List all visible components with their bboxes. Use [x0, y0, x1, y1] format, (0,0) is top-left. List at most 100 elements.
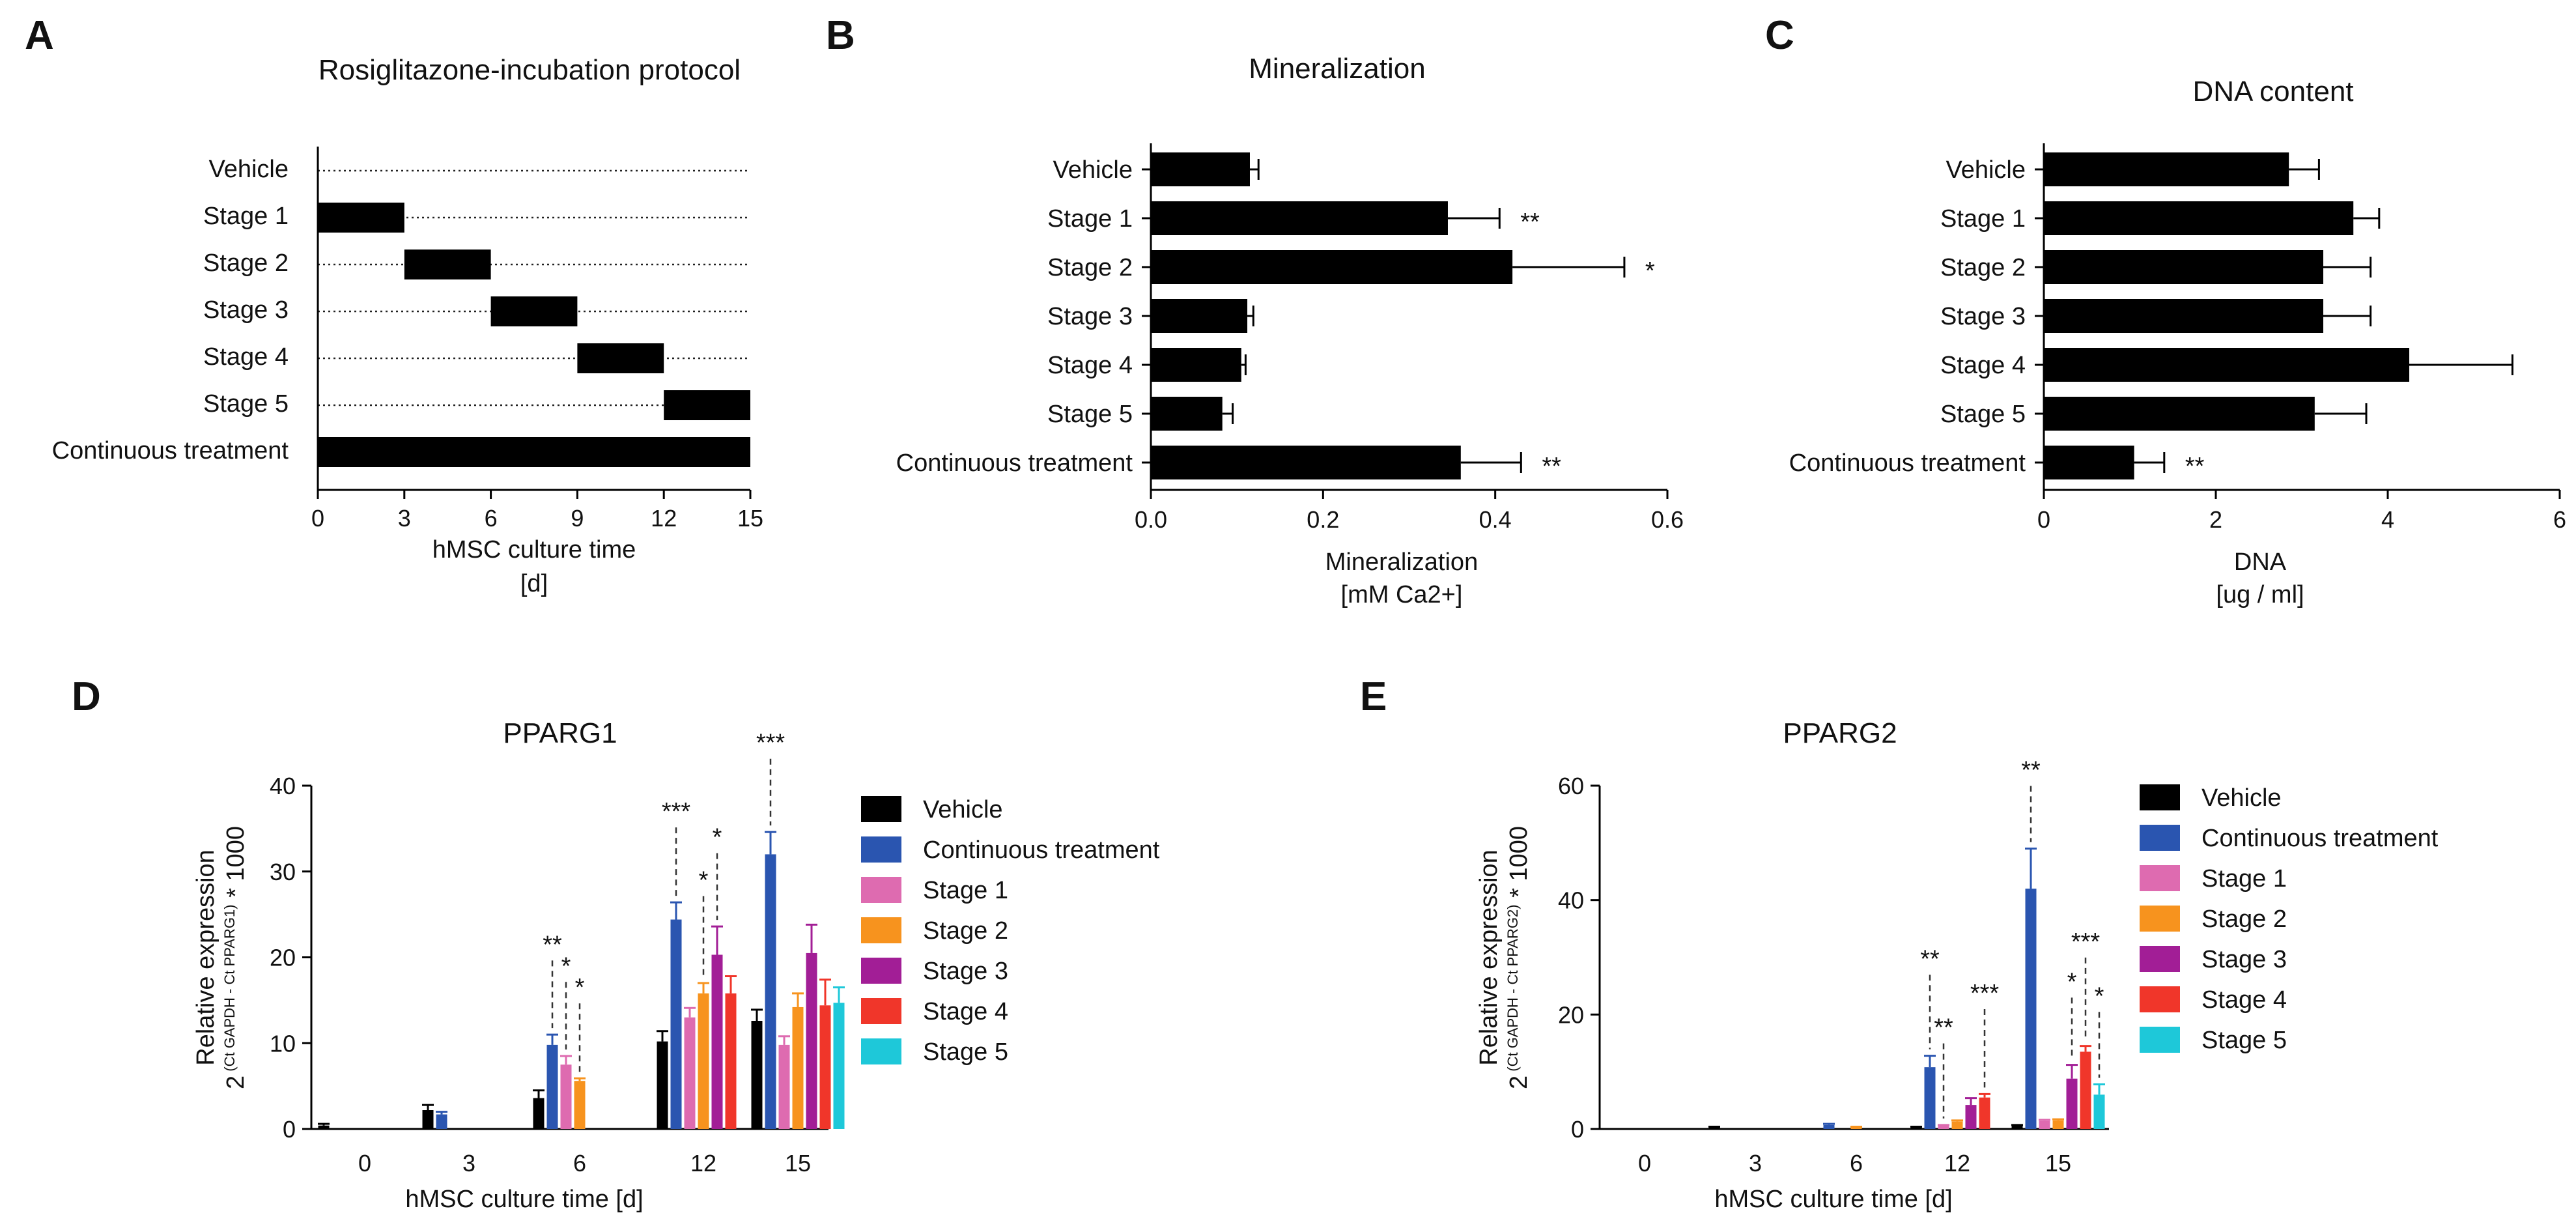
bar-stage-3 — [2044, 299, 2323, 333]
bar-stage-1-6 — [560, 1064, 572, 1129]
bar-continuous-treatment — [2044, 446, 2134, 479]
bar-stage-2 — [1151, 250, 1513, 284]
category-label-stage-2: Stage 2 — [1940, 254, 2026, 281]
significance-mark: ** — [543, 931, 562, 958]
x-axis-label: hMSC culture time [d] — [1714, 1186, 1952, 1213]
x-tick-label-6: 6 — [573, 1150, 586, 1177]
legend-swatch-stage-2 — [2140, 906, 2180, 932]
x-tick-label: 3 — [398, 505, 411, 532]
legend-label-continuous-treatment: Continuous treatment — [2201, 825, 2439, 852]
bar-stage-1-15 — [2039, 1121, 2050, 1129]
significance-mark: ** — [1934, 1014, 1953, 1042]
category-label-continuous-treatment: Continuous treatment — [1789, 450, 2026, 477]
significance-mark: *** — [662, 798, 691, 825]
significance-mark: * — [2095, 982, 2104, 1010]
category-label-stage-1: Stage 1 — [1047, 205, 1133, 233]
protocol-bar-stage-4 — [577, 343, 664, 373]
y-tick-label: 0 — [283, 1116, 296, 1143]
legend-label-stage-2: Stage 2 — [923, 917, 1008, 945]
row-label-stage-5: Stage 5 — [203, 390, 289, 418]
significance-mark: ** — [2021, 756, 2041, 784]
significance-mark: *** — [756, 730, 786, 757]
protocol-bar-stage-2 — [404, 250, 491, 279]
bar-stage-1-12 — [684, 1017, 696, 1129]
bar-vehicle-3 — [422, 1110, 434, 1129]
legend-label-vehicle: Vehicle — [923, 796, 1003, 823]
y-tick-label: 60 — [1558, 773, 1584, 799]
category-label-stage-4: Stage 4 — [1940, 352, 2026, 379]
significance-mark: * — [561, 952, 571, 980]
x-tick-label: 0.6 — [1651, 506, 1684, 533]
row-label-stage-3: Stage 3 — [203, 296, 289, 324]
y-tick-label: 30 — [270, 859, 296, 885]
bar-continuous-treatment-3 — [436, 1114, 447, 1129]
x-tick-label: 2 — [2209, 506, 2222, 533]
panel-label-a: A — [25, 13, 54, 58]
bar-continuous-treatment-6 — [1823, 1124, 1835, 1129]
bar-continuous-treatment-12 — [670, 919, 682, 1129]
protocol-bar-continuous-treatment — [318, 437, 750, 467]
bar-vehicle-15 — [2011, 1125, 2023, 1129]
x-axis-label: hMSC culture time [d] — [405, 1186, 643, 1213]
y-axis-label: Relative expression — [1475, 850, 1503, 1066]
category-label-stage-5: Stage 5 — [1047, 401, 1133, 428]
panel-label-c: C — [1765, 13, 1794, 58]
y-tick-label: 20 — [1558, 1001, 1584, 1028]
bar-continuous-treatment-15 — [2025, 889, 2037, 1129]
x-axis-label: hMSC culture time — [432, 536, 636, 564]
legend-label-stage-4: Stage 4 — [2201, 986, 2287, 1014]
x-axis-unit: [ug / ml] — [2216, 581, 2304, 608]
bar-stage-1 — [2044, 201, 2354, 235]
y-tick-label: 0 — [1571, 1116, 1584, 1143]
bar-vehicle — [2044, 152, 2289, 186]
category-label-stage-4: Stage 4 — [1047, 352, 1133, 379]
chart-title: Mineralization — [1249, 53, 1425, 85]
category-label-stage-3: Stage 3 — [1940, 303, 2026, 330]
y-axis-label: Relative expression — [192, 850, 219, 1066]
bar-stage-5 — [1151, 397, 1223, 431]
bar-stage-2 — [2044, 250, 2323, 284]
panel-b-mineralization: Mineralization Vehicle Stage 1 ** Stage 2 * St… — [896, 53, 1684, 608]
chart-title: PPARG1 — [503, 717, 617, 749]
protocol-bar-stage-1 — [318, 203, 404, 233]
panel-c-dna-content: DNA content Vehicle Stage 1 Stage 2 Stage 3 S… — [1789, 76, 2566, 608]
significance-stage-2: * — [1645, 257, 1655, 285]
row-label-stage-2: Stage 2 — [203, 250, 289, 277]
bar-vehicle-12 — [657, 1041, 668, 1129]
protocol-bar-stage-5 — [664, 390, 750, 420]
bar-vehicle-0 — [318, 1125, 330, 1129]
legend-swatch-stage-3 — [2140, 946, 2180, 972]
bar-stage-5 — [2044, 397, 2315, 431]
x-tick-label: 9 — [571, 505, 584, 532]
bar-stage-2-12 — [698, 993, 709, 1129]
legend-label-vehicle: Vehicle — [2201, 784, 2282, 812]
legend-label-stage-4: Stage 4 — [923, 998, 1008, 1025]
significance-stage-1: ** — [1520, 208, 1540, 236]
x-tick-label: 12 — [651, 505, 677, 532]
protocol-bar-stage-3 — [490, 296, 578, 326]
row-label-stage-4: Stage 4 — [203, 343, 289, 371]
bar-continuous-treatment — [1151, 446, 1461, 479]
significance-mark: ** — [1920, 945, 1940, 973]
x-axis-label: DNA — [2234, 549, 2287, 576]
y-tick-label: 10 — [270, 1030, 296, 1057]
legend-swatch-continuous-treatment — [861, 836, 901, 863]
x-tick-label: 0.2 — [1307, 506, 1339, 533]
bar-stage-4 — [1151, 348, 1241, 382]
bar-stage-3-12 — [1965, 1105, 1977, 1129]
significance-continuous-treatment: ** — [1542, 453, 1561, 480]
x-tick-label-3: 3 — [1749, 1150, 1762, 1177]
significance-mark: *** — [1970, 980, 2000, 1007]
bar-continuous-treatment-12 — [1924, 1067, 1936, 1129]
bar-stage-5-15 — [833, 1003, 845, 1129]
y-tick-label: 20 — [270, 945, 296, 971]
significance-mark: * — [575, 974, 585, 1001]
x-tick-label-0: 0 — [1638, 1150, 1651, 1177]
category-label-continuous-treatment: Continuous treatment — [896, 450, 1133, 477]
bar-stage-4-12 — [725, 993, 737, 1129]
legend-swatch-vehicle — [861, 796, 901, 822]
legend-label-stage-3: Stage 3 — [923, 958, 1008, 985]
legend-swatch-stage-3 — [861, 958, 901, 984]
